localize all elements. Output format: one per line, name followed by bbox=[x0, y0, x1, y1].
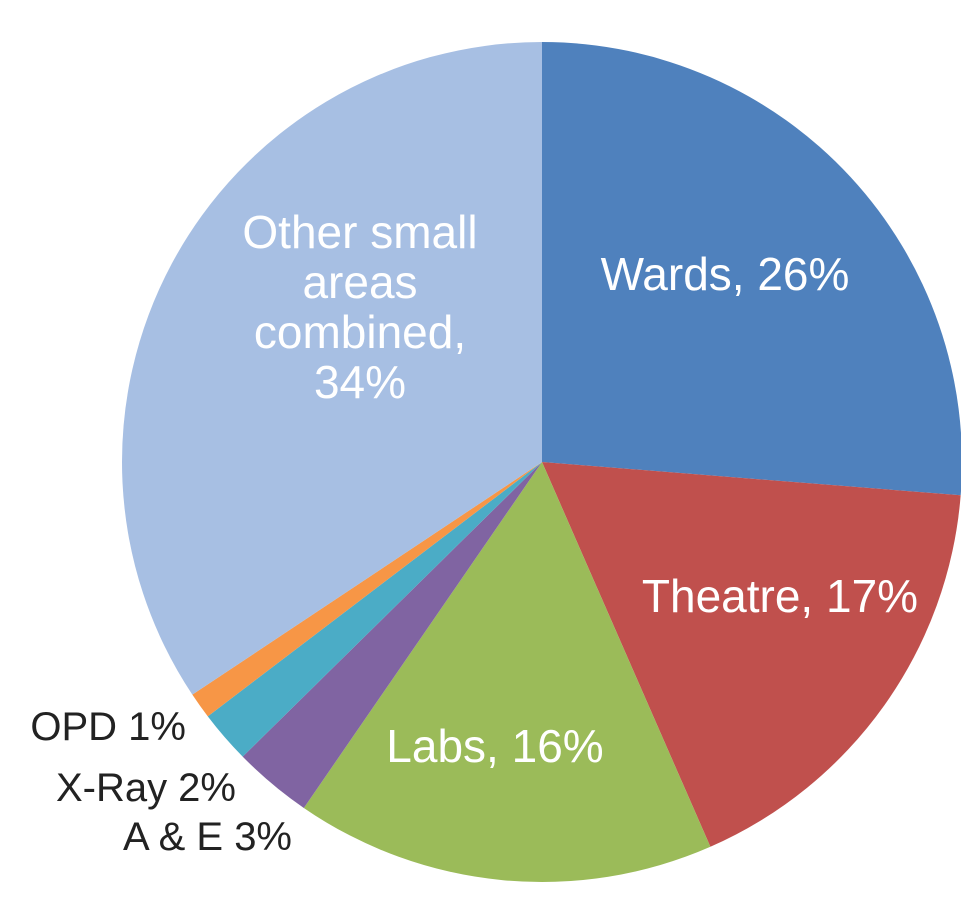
pie-slice-labs bbox=[303, 462, 711, 882]
pie-label-opd: OPD 1% bbox=[30, 705, 186, 749]
pie-label-wards: Wards, 26% bbox=[601, 248, 850, 300]
pie-label-labs: Labs, 16% bbox=[386, 720, 603, 772]
pie-slice-other-small-areas-combined bbox=[121, 42, 542, 695]
pie-label-line: areas bbox=[302, 256, 417, 308]
pie-slice-x-ray bbox=[207, 462, 542, 757]
pie-label-other-small-areas-combined: Other small areas combined, 34% bbox=[242, 206, 477, 408]
pie-slice-theatre bbox=[542, 462, 961, 847]
pie-label-a-e: A & E 3% bbox=[123, 815, 292, 859]
pie-slices bbox=[121, 42, 961, 882]
pie-slice-wards bbox=[542, 42, 961, 496]
pie-slice-opd bbox=[192, 462, 542, 717]
pie-label-x-ray: X-Ray 2% bbox=[56, 766, 236, 810]
pie-labels: Wards, 26% Theatre, 17% Labs, 16% A & E 3% X… bbox=[30, 206, 918, 859]
pie-label-theatre: Theatre, 17% bbox=[642, 570, 918, 622]
pie-label-line: combined, bbox=[254, 306, 466, 358]
pie-label-line: Other small bbox=[242, 206, 477, 258]
pie-label-line: 34% bbox=[314, 356, 406, 408]
pie-slice-a-e bbox=[242, 462, 542, 808]
